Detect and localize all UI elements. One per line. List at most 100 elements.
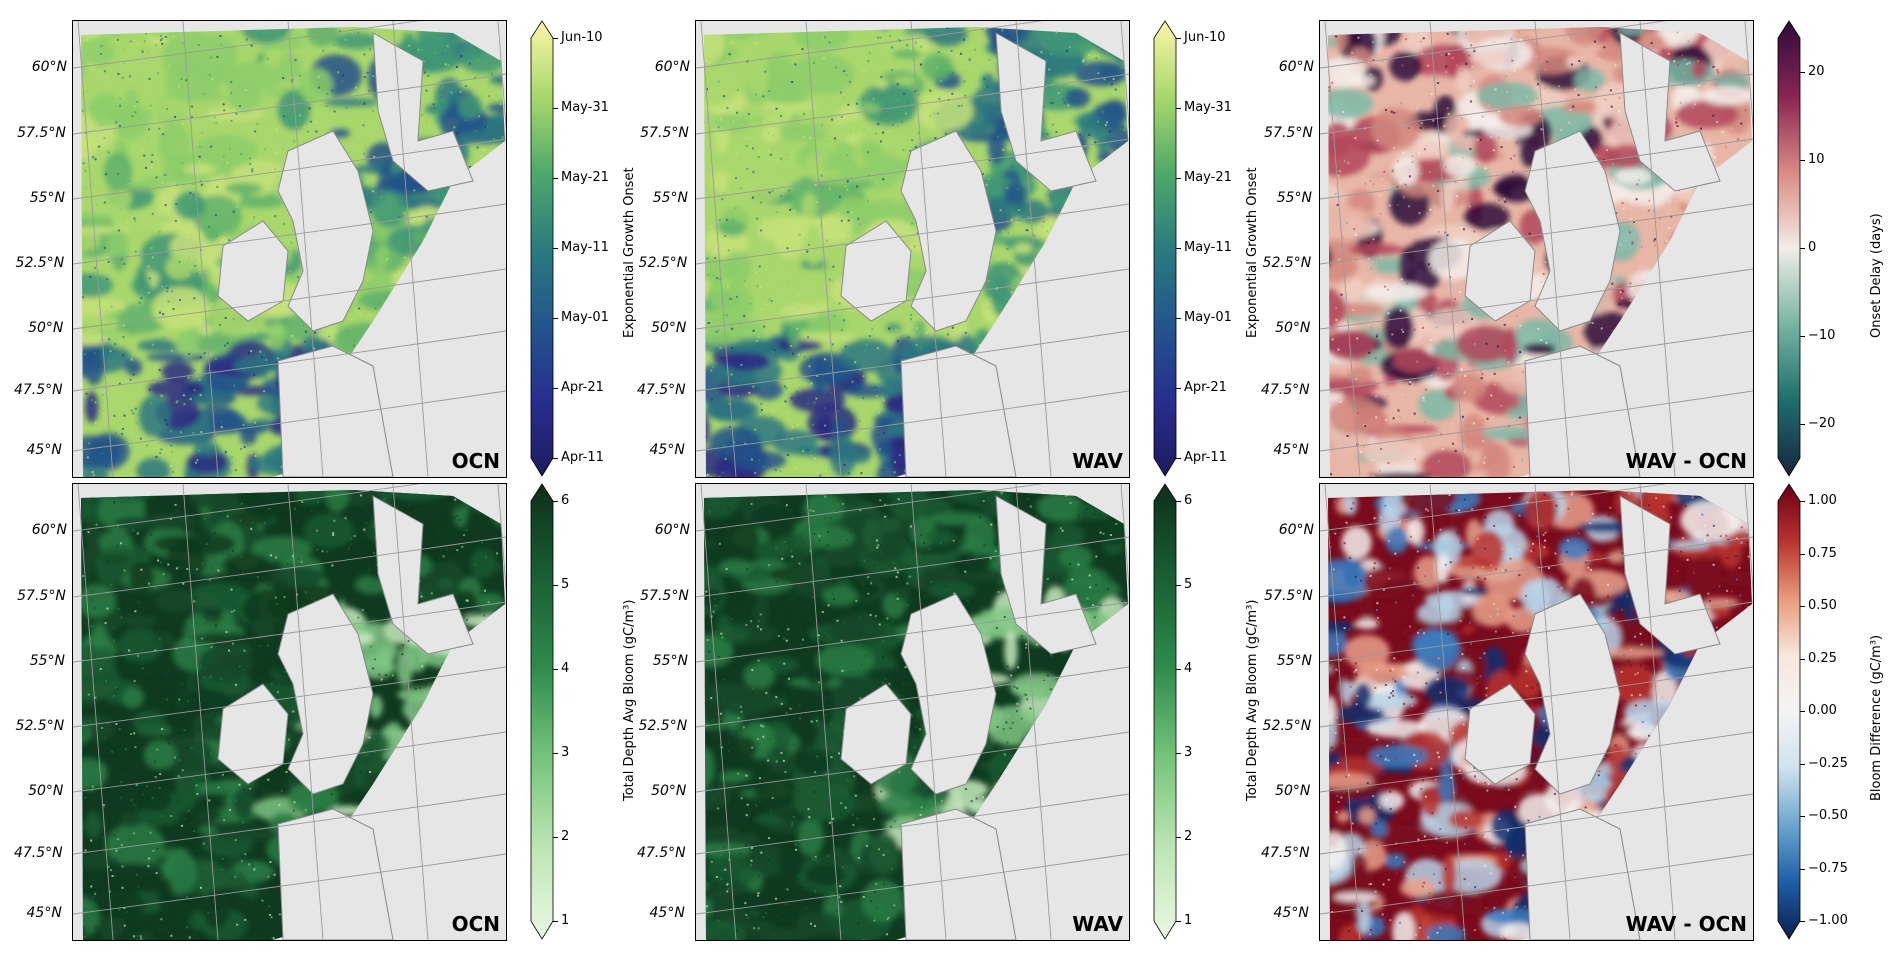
scandinavia-landmass (372, 495, 474, 655)
colorbar-tick-label: 1 (561, 913, 570, 928)
colorbar-bloom: 6 5 4 3 2 1 Total Depth Avg Bloom (gC/m³) (1153, 483, 1353, 940)
colorbar-gradient (1153, 483, 1177, 940)
panel-label: WAV (1072, 912, 1123, 936)
latitude-label: 50°N (28, 783, 64, 799)
colorbar-tick-mark (553, 837, 558, 838)
map-panel-bloom-ocn: OCN (72, 483, 507, 941)
latitude-label: 52.5°N (1262, 718, 1312, 734)
colorbar-tick-mark (1176, 585, 1181, 586)
graticule (696, 21, 1129, 477)
colorbar-tick-mark (553, 388, 558, 389)
colorbar-bloom: 6 5 4 3 2 1 Total Depth Avg Bloom (gC/m³) (530, 483, 730, 940)
colorbar-onset: Jun-10 May-31 May-21 May-11 May-01 Apr-21 Apr-… (530, 20, 730, 477)
colorbar-tick-mark (1176, 837, 1181, 838)
colorbar-tick-label: May-11 (1184, 240, 1232, 255)
colorbar-tick-label: 4 (561, 661, 570, 676)
colorbar-tick-mark (1800, 424, 1805, 426)
latitude-label: 55°N (1276, 653, 1312, 669)
colorbar-tick-mark (553, 501, 558, 502)
colorbar-tick-mark (1176, 388, 1181, 389)
panel-label: WAV - OCN (1625, 449, 1747, 473)
colorbar-label: Exponential Growth Onset (622, 167, 637, 338)
great-britain-landmass (900, 130, 997, 332)
colorbar-tick-mark (1800, 553, 1805, 555)
colorbar-label: Total Depth Avg Bloom (gC/m³) (622, 599, 637, 801)
colorbar-tick-label: May-01 (561, 310, 609, 325)
colorbar-tick-label: 1 (1184, 913, 1193, 928)
latitude-label: 52.5°N (638, 718, 688, 734)
colorbar-gradient (530, 483, 554, 940)
colorbar-tick-mark (553, 669, 558, 670)
colorbar-tick-mark (1800, 71, 1805, 73)
france-landmass (1524, 808, 1641, 940)
latitude-label: 55°N (29, 653, 65, 669)
colorbar-tick-mark (1800, 711, 1805, 712)
latitude-label: 57.5°N (1264, 125, 1313, 141)
map-panel-onset-ocn: OCN (72, 20, 507, 478)
map-panel-onset-wav: WAV (695, 20, 1130, 478)
map-bloom-diff (1320, 484, 1753, 940)
graticule (73, 484, 506, 940)
colorbar-tick-mark (553, 318, 558, 319)
map-panel-bloom-diff: WAV - OCN (1319, 483, 1754, 941)
colorbar-tick-label: −1.00 (1808, 913, 1848, 928)
colorbar-tick-label: 0 (1808, 240, 1817, 255)
map-bloom-ocn (73, 484, 506, 940)
colorbar-tick-mark (553, 248, 558, 249)
colorbar-tick-label: May-31 (1184, 100, 1232, 115)
colorbar-tick-label: Apr-11 (561, 450, 604, 465)
colorbar-tick-label: May-21 (1184, 170, 1232, 185)
latitude-label: 50°N (651, 783, 687, 799)
latitude-label: 52.5°N (15, 255, 65, 271)
france-landmass (900, 808, 1017, 940)
colorbar-tick-label: 3 (1184, 745, 1193, 760)
colorbar-tick-mark (1176, 248, 1181, 249)
latitude-label: 55°N (29, 190, 65, 206)
colorbar-tick-label: Jun-10 (561, 30, 603, 45)
great-britain-landmass (1524, 130, 1621, 332)
latitude-label: 52.5°N (638, 255, 688, 271)
colorbar-tick-mark (1176, 458, 1181, 459)
colorbar-tick-label: Apr-21 (1184, 380, 1227, 395)
colorbar-tick-mark (553, 108, 558, 109)
panel-label: OCN (451, 449, 500, 473)
scandinavia-landmass (1619, 495, 1721, 655)
colorbar-tick-mark (1800, 658, 1805, 660)
map-panel-bloom-wav: WAV (695, 483, 1130, 941)
colorbar-tick-mark (1176, 178, 1181, 179)
colorbar-tick-mark (553, 921, 558, 922)
colorbar-tick-mark (553, 178, 558, 179)
latitude-label: 50°N (28, 320, 64, 336)
colorbar-delay: 20 10 0 −10 −20 Onset Delay (days) (1777, 20, 1892, 477)
great-britain-landmass (277, 130, 374, 332)
colorbar-tick-label: 6 (1184, 493, 1193, 508)
colorbar-label: Total Depth Avg Bloom (gC/m³) (1245, 599, 1260, 801)
colorbar-tick-label: 20 (1808, 63, 1825, 79)
latitude-label: 55°N (652, 190, 688, 206)
colorbar-gradient (1777, 20, 1801, 477)
france-landmass (900, 345, 1017, 477)
france-landmass (277, 345, 394, 477)
colorbar-tick-mark (1800, 336, 1805, 338)
colorbar-tick-label: 2 (1184, 829, 1193, 844)
latitude-label: 55°N (652, 653, 688, 669)
colorbar-tick-mark (1800, 248, 1805, 249)
colorbar-gradient (1777, 483, 1801, 940)
latitude-label: 45°N (26, 905, 62, 921)
map-onset-ocn (73, 21, 506, 477)
scandinavia-landmass (995, 495, 1097, 655)
latitude-label: 60°N (31, 59, 67, 75)
great-britain-landmass (900, 593, 997, 795)
colorbar-tick-mark (1176, 38, 1181, 39)
latitude-label: 45°N (1273, 905, 1309, 921)
france-landmass (277, 808, 394, 940)
latitude-label: 57.5°N (17, 588, 66, 604)
colorbar-tick-label: 0.75 (1808, 545, 1837, 561)
colorbar-tick-mark (1800, 816, 1805, 817)
colorbar-label: Exponential Growth Onset (1245, 167, 1260, 338)
colorbar-tick-label: −20 (1808, 416, 1836, 432)
colorbar-tick-mark (553, 585, 558, 586)
graticule (73, 21, 506, 477)
colorbar-tick-label: May-21 (561, 170, 609, 185)
latitude-label: 50°N (1275, 783, 1311, 799)
